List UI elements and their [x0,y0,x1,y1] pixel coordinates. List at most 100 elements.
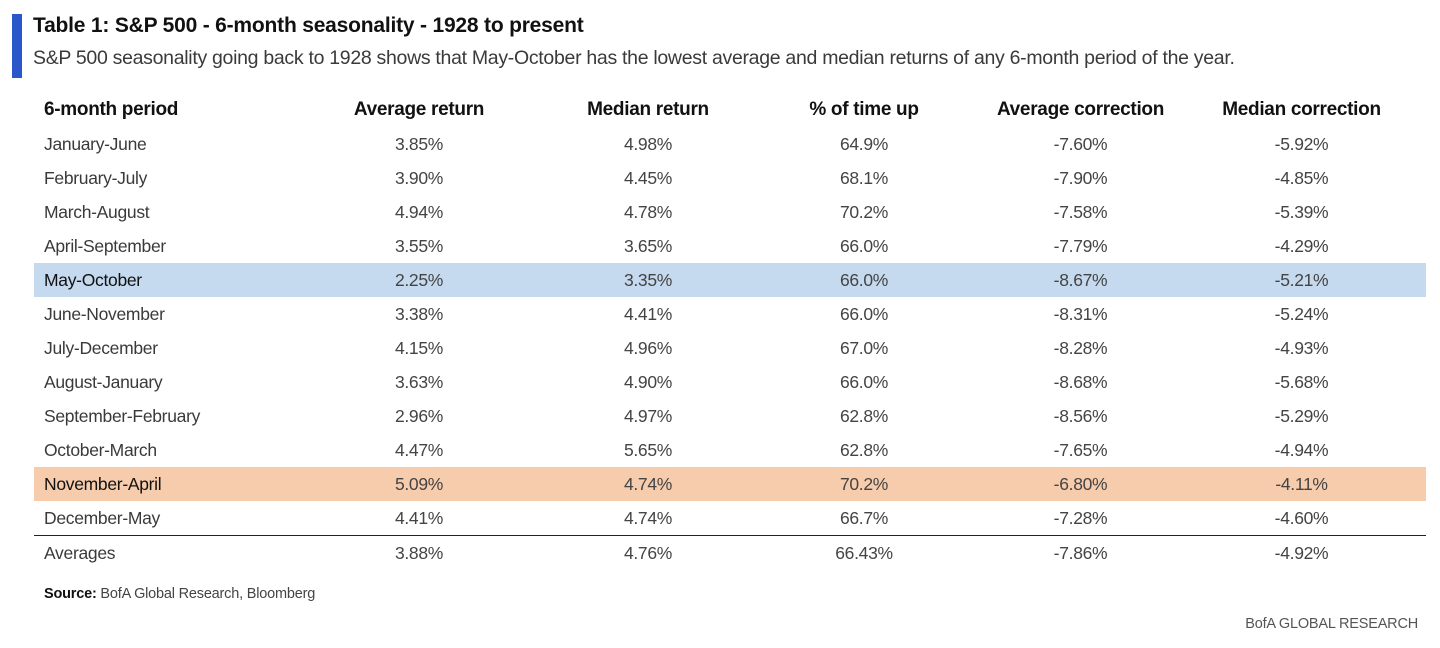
cell-percent-time-up: 62.8% [839,439,889,460]
cell-period: November-April [34,467,286,501]
cell-median-return: 3.65% [623,235,673,256]
table-row: October-March 4.47% 5.65% 62.8% -7.65% -4.94% [34,433,1426,467]
cell-period: July-December [44,337,158,358]
cell-average-return: 3.55% [394,235,444,256]
cell-median-return: 4.90% [623,371,673,392]
column-header-average-correction: Average correction [996,99,1165,120]
cell-average-correction: -7.65% [1053,439,1108,460]
cell-average-correction: -7.90% [1053,167,1108,188]
header-row: 6-month period Average return Median ret… [34,93,1426,127]
cell-median-return: 3.35% [552,263,744,297]
cell-median-correction: -5.68% [1274,371,1329,392]
cell-average-return: 2.25% [286,263,552,297]
cell-median-correction: -4.93% [1274,337,1329,358]
cell-average-correction: -6.80% [984,467,1177,501]
table-title: Table 1: S&P 500 - 6-month seasonality -… [33,14,584,37]
averages-percent-time-up: 66.43% [744,535,984,570]
table-row: March-August 4.94% 4.78% 70.2% -7.58% -5.39% [34,195,1426,229]
table-row: May-October 2.25% 3.35% 66.0% -8.67% -5.21% [34,263,1426,297]
cell-median-return: 4.96% [623,337,673,358]
cell-median-return: 4.97% [623,405,673,426]
cell-median-correction: -5.39% [1274,201,1329,222]
column-header-median-correction: Median correction [1222,99,1381,120]
cell-period: January-June [44,133,147,154]
cell-average-correction: -8.28% [1053,337,1108,358]
table-row: September-February 2.96% 4.97% 62.8% -8.56% -… [34,399,1426,433]
table-header: 6-month period Average return Median ret… [34,93,1426,127]
cell-average-correction: -8.67% [984,263,1177,297]
averages-row: Averages 3.88% 4.76% 66.43% -7.86% -4.92… [34,535,1426,570]
cell-median-return: 4.45% [623,167,673,188]
cell-median-correction: -4.11% [1177,467,1426,501]
averages-average-correction: -7.86% [984,535,1177,570]
table-subtitle: S&P 500 seasonality going back to 1928 s… [33,47,1235,69]
cell-percent-time-up: 62.8% [839,405,889,426]
cell-median-correction: -4.29% [1274,235,1329,256]
cell-median-correction: -4.85% [1274,167,1329,188]
cell-median-return: 4.98% [623,133,673,154]
cell-median-correction: -5.21% [1177,263,1426,297]
table-row: December-May 4.41% 4.74% 66.7% -7.28% -4.60% [34,501,1426,536]
table-row: April-September 3.55% 3.65% 66.0% -7.79% -4.2… [34,229,1426,263]
cell-median-correction: -4.94% [1274,439,1329,460]
cell-percent-time-up: 67.0% [839,337,889,358]
cell-average-correction: -7.60% [1053,133,1108,154]
cell-median-correction: -5.92% [1274,133,1329,154]
cell-average-correction: -7.58% [1053,201,1108,222]
cell-percent-time-up: 68.1% [839,167,889,188]
cell-percent-time-up: 66.0% [839,235,889,256]
cell-period: August-January [44,371,163,392]
cell-period: March-August [44,201,150,222]
cell-period: September-February [44,405,201,426]
brand-footer: BofA GLOBAL RESEARCH [1245,616,1418,632]
column-header-period: 6-month period [44,99,179,120]
source-text: BofA Global Research, Bloomberg [96,586,316,602]
cell-median-correction: -4.60% [1274,507,1329,528]
cell-percent-time-up: 66.0% [839,303,889,324]
cell-median-return: 4.41% [623,303,673,324]
cell-average-return: 3.38% [394,303,444,324]
column-header-average-return: Average return [353,99,485,120]
cell-median-return: 4.74% [623,507,673,528]
cell-average-return: 4.94% [394,201,444,222]
cell-median-correction: -5.29% [1274,405,1329,426]
averages-median-return: 4.76% [552,535,744,570]
cell-average-return: 5.09% [286,467,552,501]
source-label: Source: [44,586,97,602]
cell-period: October-March [44,439,157,460]
cell-median-return: 4.74% [552,467,744,501]
table-row: August-January 3.63% 4.90% 66.0% -8.68% -5.68… [34,365,1426,399]
table-row: February-July 3.90% 4.45% 68.1% -7.90% -4.85% [34,161,1426,195]
title-accent-bar [12,14,22,78]
table-row: January-June 3.85% 4.98% 64.9% -7.60% -5.92% [34,127,1426,161]
cell-period: May-October [34,263,286,297]
averages-average-return: 3.88% [286,535,552,570]
table-row: June-November 3.38% 4.41% 66.0% -8.31% -5.24% [34,297,1426,331]
cell-percent-time-up: 70.2% [839,201,889,222]
cell-percent-time-up: 66.0% [839,371,889,392]
cell-average-return: 4.15% [394,337,444,358]
cell-period: December-May [44,507,161,528]
cell-percent-time-up: 66.0% [744,263,984,297]
seasonality-table: 6-month period Average return Median ret… [34,93,1426,570]
cell-median-return: 5.65% [623,439,673,460]
source-note: Source: BofA Global Research, Bloomberg [44,586,315,602]
averages-label: Averages [34,535,286,570]
table-row: November-April 5.09% 4.74% 70.2% -6.80% -4.11… [34,467,1426,501]
cell-average-correction: -7.28% [1053,507,1108,528]
cell-average-correction: -8.56% [1053,405,1108,426]
cell-period: June-November [44,303,165,324]
table-body: January-June 3.85% 4.98% 64.9% -7.60% -5.92% F… [34,127,1426,570]
averages-median-correction: -4.92% [1177,535,1426,570]
cell-median-correction: -5.24% [1274,303,1329,324]
cell-percent-time-up: 70.2% [744,467,984,501]
cell-average-return: 2.96% [394,405,444,426]
cell-average-correction: -8.31% [1053,303,1108,324]
column-header-median-return: Median return [587,99,709,120]
cell-average-return: 3.90% [394,167,444,188]
cell-percent-time-up: 66.7% [839,507,889,528]
cell-period: April-September [44,235,166,256]
cell-median-return: 4.78% [623,201,673,222]
cell-average-return: 3.85% [394,133,444,154]
cell-average-return: 3.63% [394,371,444,392]
